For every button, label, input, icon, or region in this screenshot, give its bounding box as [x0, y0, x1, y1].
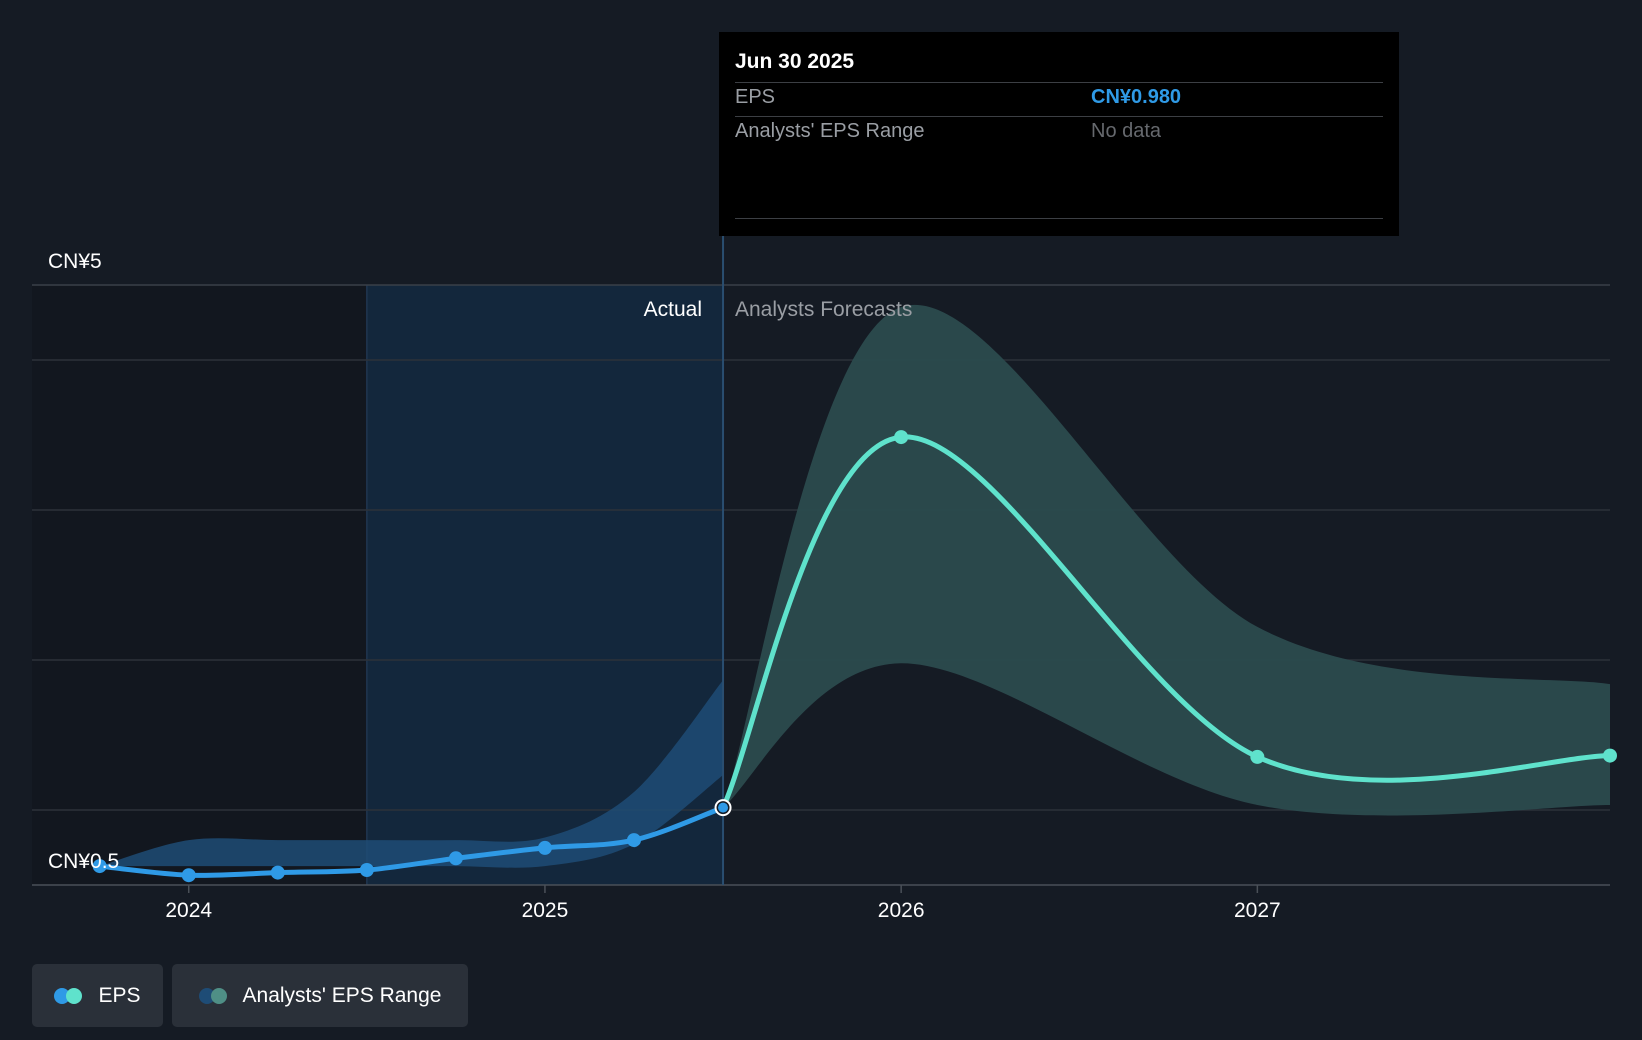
actual-region-label: Actual: [644, 298, 702, 321]
eps-data-point[interactable]: [359, 863, 374, 877]
y-axis-bottom-label: CN¥0.5: [48, 850, 119, 873]
eps-forecast-line: [720, 434, 1613, 811]
legend-eps[interactable]: EPS: [32, 964, 163, 1027]
legend-eps-label: EPS: [98, 983, 141, 1007]
tooltip-range-label: Analysts' EPS Range: [735, 120, 925, 142]
forecast-range-area: [723, 304, 1610, 816]
legend-analysts-range[interactable]: Analysts' EPS Range: [172, 964, 468, 1027]
tooltip-eps-value: CN¥0.980: [1091, 86, 1182, 108]
eps-data-point[interactable]: [270, 865, 285, 880]
x-tick-label: 2027: [1234, 899, 1281, 922]
eps-data-point[interactable]: [537, 840, 552, 855]
eps-data-point[interactable]: [92, 859, 107, 874]
tooltip-eps-label: EPS: [735, 86, 776, 108]
x-tick-label: 2026: [878, 899, 925, 922]
actual-range-area: [99, 680, 723, 868]
forecast-region-label: Analysts Forecasts: [735, 298, 912, 321]
eps-legend-icon: [54, 987, 84, 1004]
range-legend-icon: [198, 987, 229, 1004]
x-tick-label: 2025: [522, 899, 569, 922]
y-axis-top-label: CN¥5: [48, 250, 102, 273]
eps-highlight-point-core: [718, 802, 729, 813]
tooltip-date: Jun 30 2025: [735, 50, 855, 73]
eps-data-point[interactable]: [448, 851, 463, 866]
eps-forecast-point[interactable]: [1603, 748, 1617, 763]
legend-range-label: Analysts' EPS Range: [242, 983, 442, 1007]
tooltip-divider: [735, 116, 1383, 117]
tooltip: Jun 30 2025 EPS CN¥0.980 Analysts' EPS R…: [719, 32, 1399, 236]
tooltip-divider: [735, 82, 1383, 83]
eps-forecast-point[interactable]: [1250, 749, 1265, 764]
eps-data-point[interactable]: [626, 833, 641, 848]
eps-data-point[interactable]: [181, 868, 196, 883]
eps-actual-line: [97, 805, 726, 878]
tooltip-divider: [735, 218, 1383, 219]
x-tick-label: 2024: [165, 899, 212, 922]
eps-forecast-point[interactable]: [894, 430, 909, 445]
tooltip-range-value: No data: [1091, 120, 1162, 142]
